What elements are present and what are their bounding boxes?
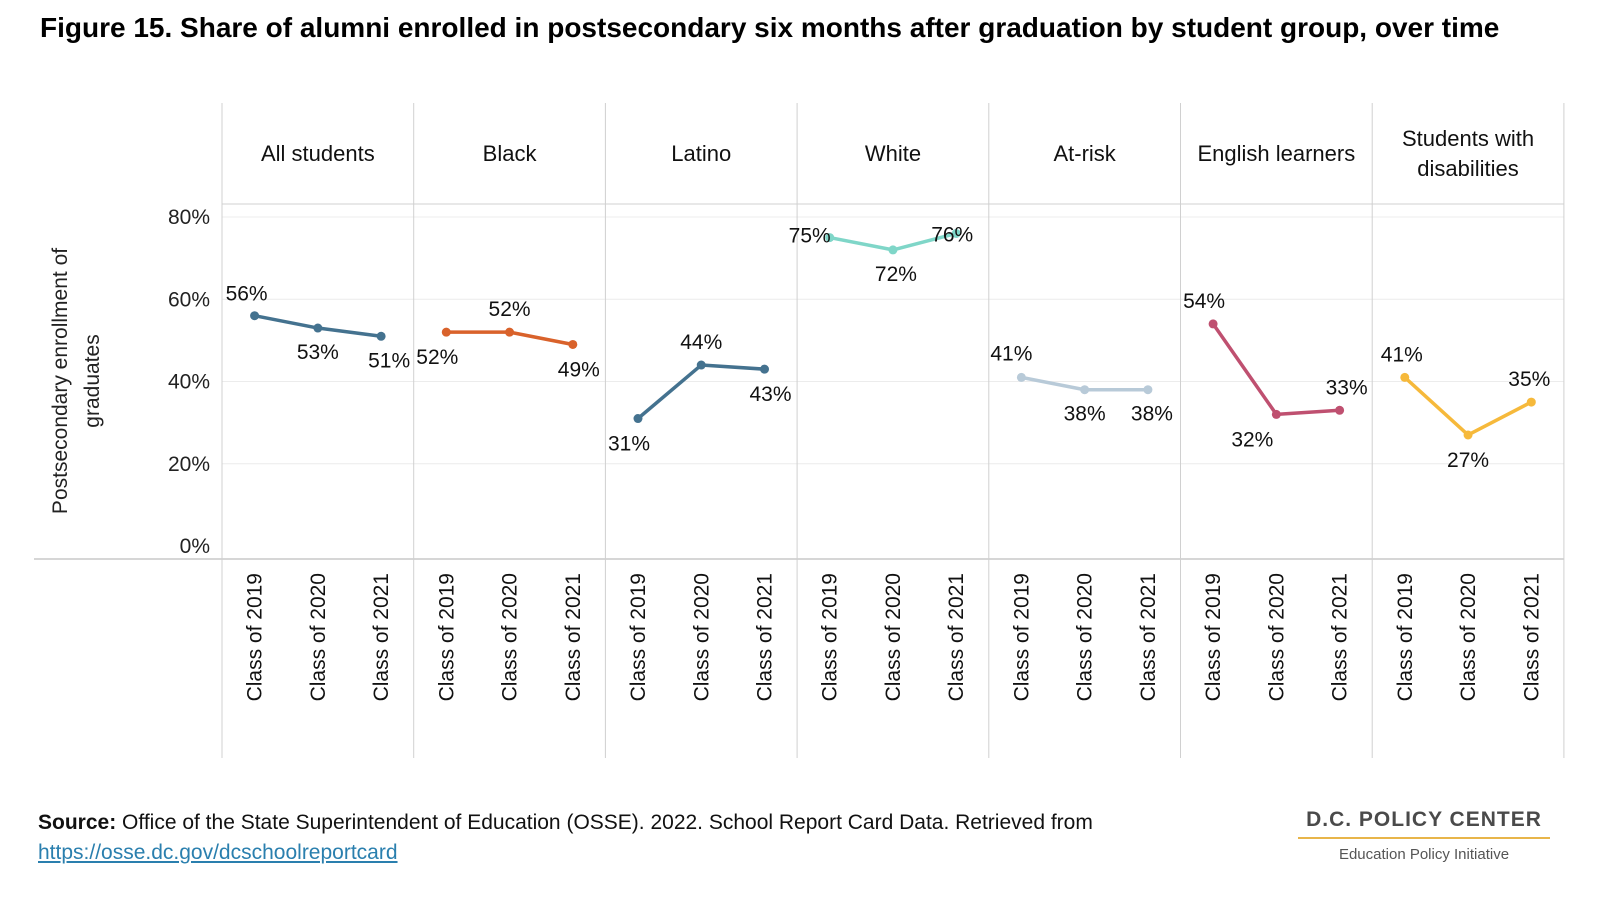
x-tick-label: Class of 2019 [244,573,267,701]
x-tick-label: Class of 2021 [370,573,393,701]
data-label: 27% [1447,449,1489,472]
data-point [505,327,515,337]
x-tick-label: Class of 2020 [499,573,522,701]
y-tick-label: 20% [168,453,210,476]
x-tick-label: Class of 2021 [1329,573,1352,701]
series-line [636,363,765,420]
data-label: 53% [297,341,339,364]
data-label: 54% [1183,290,1225,313]
y-axis-title: Postsecondary enrollment of graduates [49,248,104,514]
x-tick-label: Class of 2021 [1520,573,1543,701]
x-tick-label: Class of 2020 [1457,573,1480,701]
facet-header: At-risk [1053,141,1116,166]
data-label: 41% [990,342,1032,365]
facet-header: Students with [1402,126,1534,151]
source-label: Source: [38,811,117,834]
data-label: 52% [489,298,531,321]
y-axis: 0% 20% 40% 60% 80% Postsecondary enrollment o… [49,206,210,558]
facet-header: Black [483,141,538,166]
dc-policy-center-logo: D.C. POLICY CENTER Education Policy Init… [1298,808,1550,863]
facet-headers: All students Black Latino White At-risk Engli… [261,126,1534,181]
x-tick-label: Class of 2020 [690,573,713,701]
data-point [696,360,706,370]
x-tick-label: Class of 2021 [945,573,968,701]
data-point [250,311,260,321]
x-tick-label: Class of 2019 [1010,573,1033,701]
facet-header: disabilities [1417,156,1519,181]
series-line [1211,322,1340,417]
data-label: 56% [226,283,268,306]
data-point [1526,397,1536,407]
facet-header: English learners [1197,141,1355,166]
x-tick-label: Class of 2020 [882,573,905,701]
data-label: 52% [416,346,458,369]
data-point [441,327,451,337]
data-point [568,339,578,349]
data-point [825,233,835,243]
data-label: 38% [1131,403,1173,426]
data-point [1400,372,1410,382]
data-point [1143,385,1153,395]
data-label: 33% [1326,376,1368,399]
data-label: 51% [368,349,410,372]
facet-frame [34,103,1565,758]
x-tick-label: Class of 2019 [1394,573,1417,701]
data-label: 76% [931,223,973,246]
data-point [313,323,323,333]
data-label: 75% [789,225,831,248]
logo-subtitle: Education Policy Initiative [1338,846,1510,863]
x-tick-label: Class of 2019 [819,573,842,701]
y-tick-label: 60% [168,288,210,311]
y-tick-label: 0% [180,535,210,558]
data-point [760,364,770,374]
x-tick-label: Class of 2019 [435,573,458,701]
data-point [1016,372,1026,382]
data-point [1463,430,1473,440]
faceted-line-chart: 0% 20% 40% 60% 80% Postsecondary enrollment o… [34,103,1565,758]
data-point [1335,405,1345,415]
data-label: 44% [680,331,722,354]
x-axis-labels: Class of 2019 Class of 2020 Class of 2021 C… [244,573,1544,701]
data-label: 35% [1508,368,1550,391]
facet-header: All students [261,141,375,166]
y-tick-label: 80% [168,206,210,229]
data-label: 32% [1231,428,1273,451]
data-label: 38% [1064,403,1106,426]
data-point [951,228,961,238]
data-point [1271,409,1281,419]
x-tick-label: Class of 2019 [627,573,650,701]
data-label: 72% [875,263,917,286]
x-tick-label: Class of 2020 [307,573,330,701]
chart-title: Figure 15. Share of alumni enrolled in p… [40,12,1500,43]
y-tick-label: 40% [168,371,210,394]
x-tick-label: Class of 2020 [1074,573,1097,701]
data-point [888,245,898,255]
logo-name: D.C. POLICY CENTER [1298,808,1550,839]
data-label: 49% [558,358,600,381]
y-axis-title-line: graduates [81,334,104,427]
facet-header: Latino [671,141,731,166]
facet-header: White [865,141,921,166]
source-note: Source: Office of the State Superintende… [38,808,1288,868]
data-point [633,414,643,424]
gridlines [222,216,1564,465]
data-label: 31% [608,433,650,456]
source-text: Office of the State Superintendent of Ed… [122,811,1093,834]
data-label: 43% [749,383,791,406]
data-point [376,331,386,341]
x-tick-label: Class of 2021 [1137,573,1160,701]
data-point [1080,385,1090,395]
x-tick-label: Class of 2020 [1265,573,1288,701]
data-label: 41% [1381,343,1423,366]
x-tick-label: Class of 2019 [1202,573,1225,701]
y-axis-title-line: Postsecondary enrollment of [49,248,72,514]
x-tick-label: Class of 2021 [754,573,777,701]
series-layer: 56% 53% 51% 52% 52% 49% 31% 44% 43% 75% 72% 76% 41% 3… [226,223,1551,472]
data-point [1208,319,1218,329]
source-link[interactable]: https://osse.dc.gov/dcschoolreportcard [38,841,398,864]
x-tick-label: Class of 2021 [562,573,585,701]
